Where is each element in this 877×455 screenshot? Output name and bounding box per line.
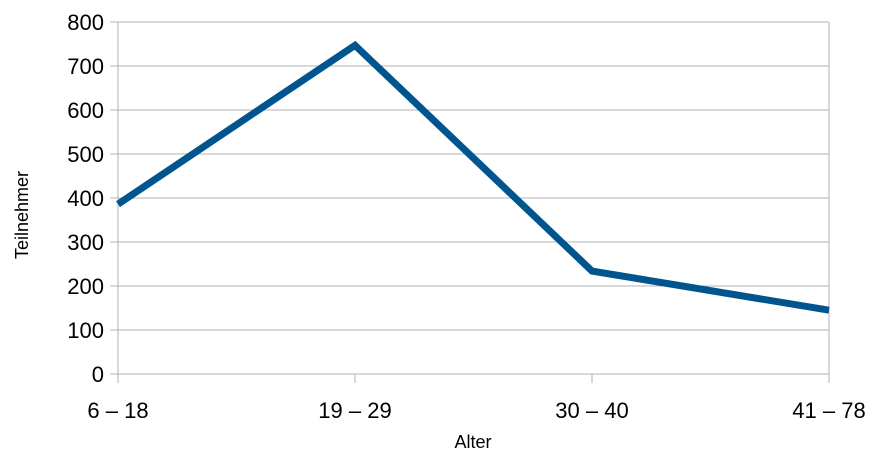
x-tick-label: 19 – 29 — [318, 398, 391, 423]
y-tick-label: 800 — [67, 10, 104, 35]
x-tick-label: 30 – 40 — [555, 398, 628, 423]
x-axis-title: Alter — [454, 432, 491, 452]
series-group — [116, 40, 830, 314]
y-tick-label: 600 — [67, 98, 104, 123]
y-tick-label: 700 — [67, 54, 104, 79]
y-tick-label: 400 — [67, 186, 104, 211]
y-tick-label: 500 — [67, 142, 104, 167]
x-tick-label: 6 – 18 — [87, 398, 148, 423]
y-tick-label: 200 — [67, 274, 104, 299]
y-tick-label: 100 — [67, 318, 104, 343]
series-line — [116, 40, 830, 314]
grid-lines — [118, 21, 830, 375]
axes — [110, 21, 830, 383]
y-tick-label: 0 — [92, 362, 104, 387]
x-tick-label: 41 – 78 — [792, 398, 865, 423]
y-tick-label: 300 — [67, 230, 104, 255]
y-tick-labels: 0 100 200 300 400 500 600 700 800 — [67, 10, 104, 387]
y-axis-title: Teilnehmer — [12, 171, 32, 259]
x-tick-labels: 6 – 18 19 – 29 30 – 40 41 – 78 — [87, 398, 865, 423]
